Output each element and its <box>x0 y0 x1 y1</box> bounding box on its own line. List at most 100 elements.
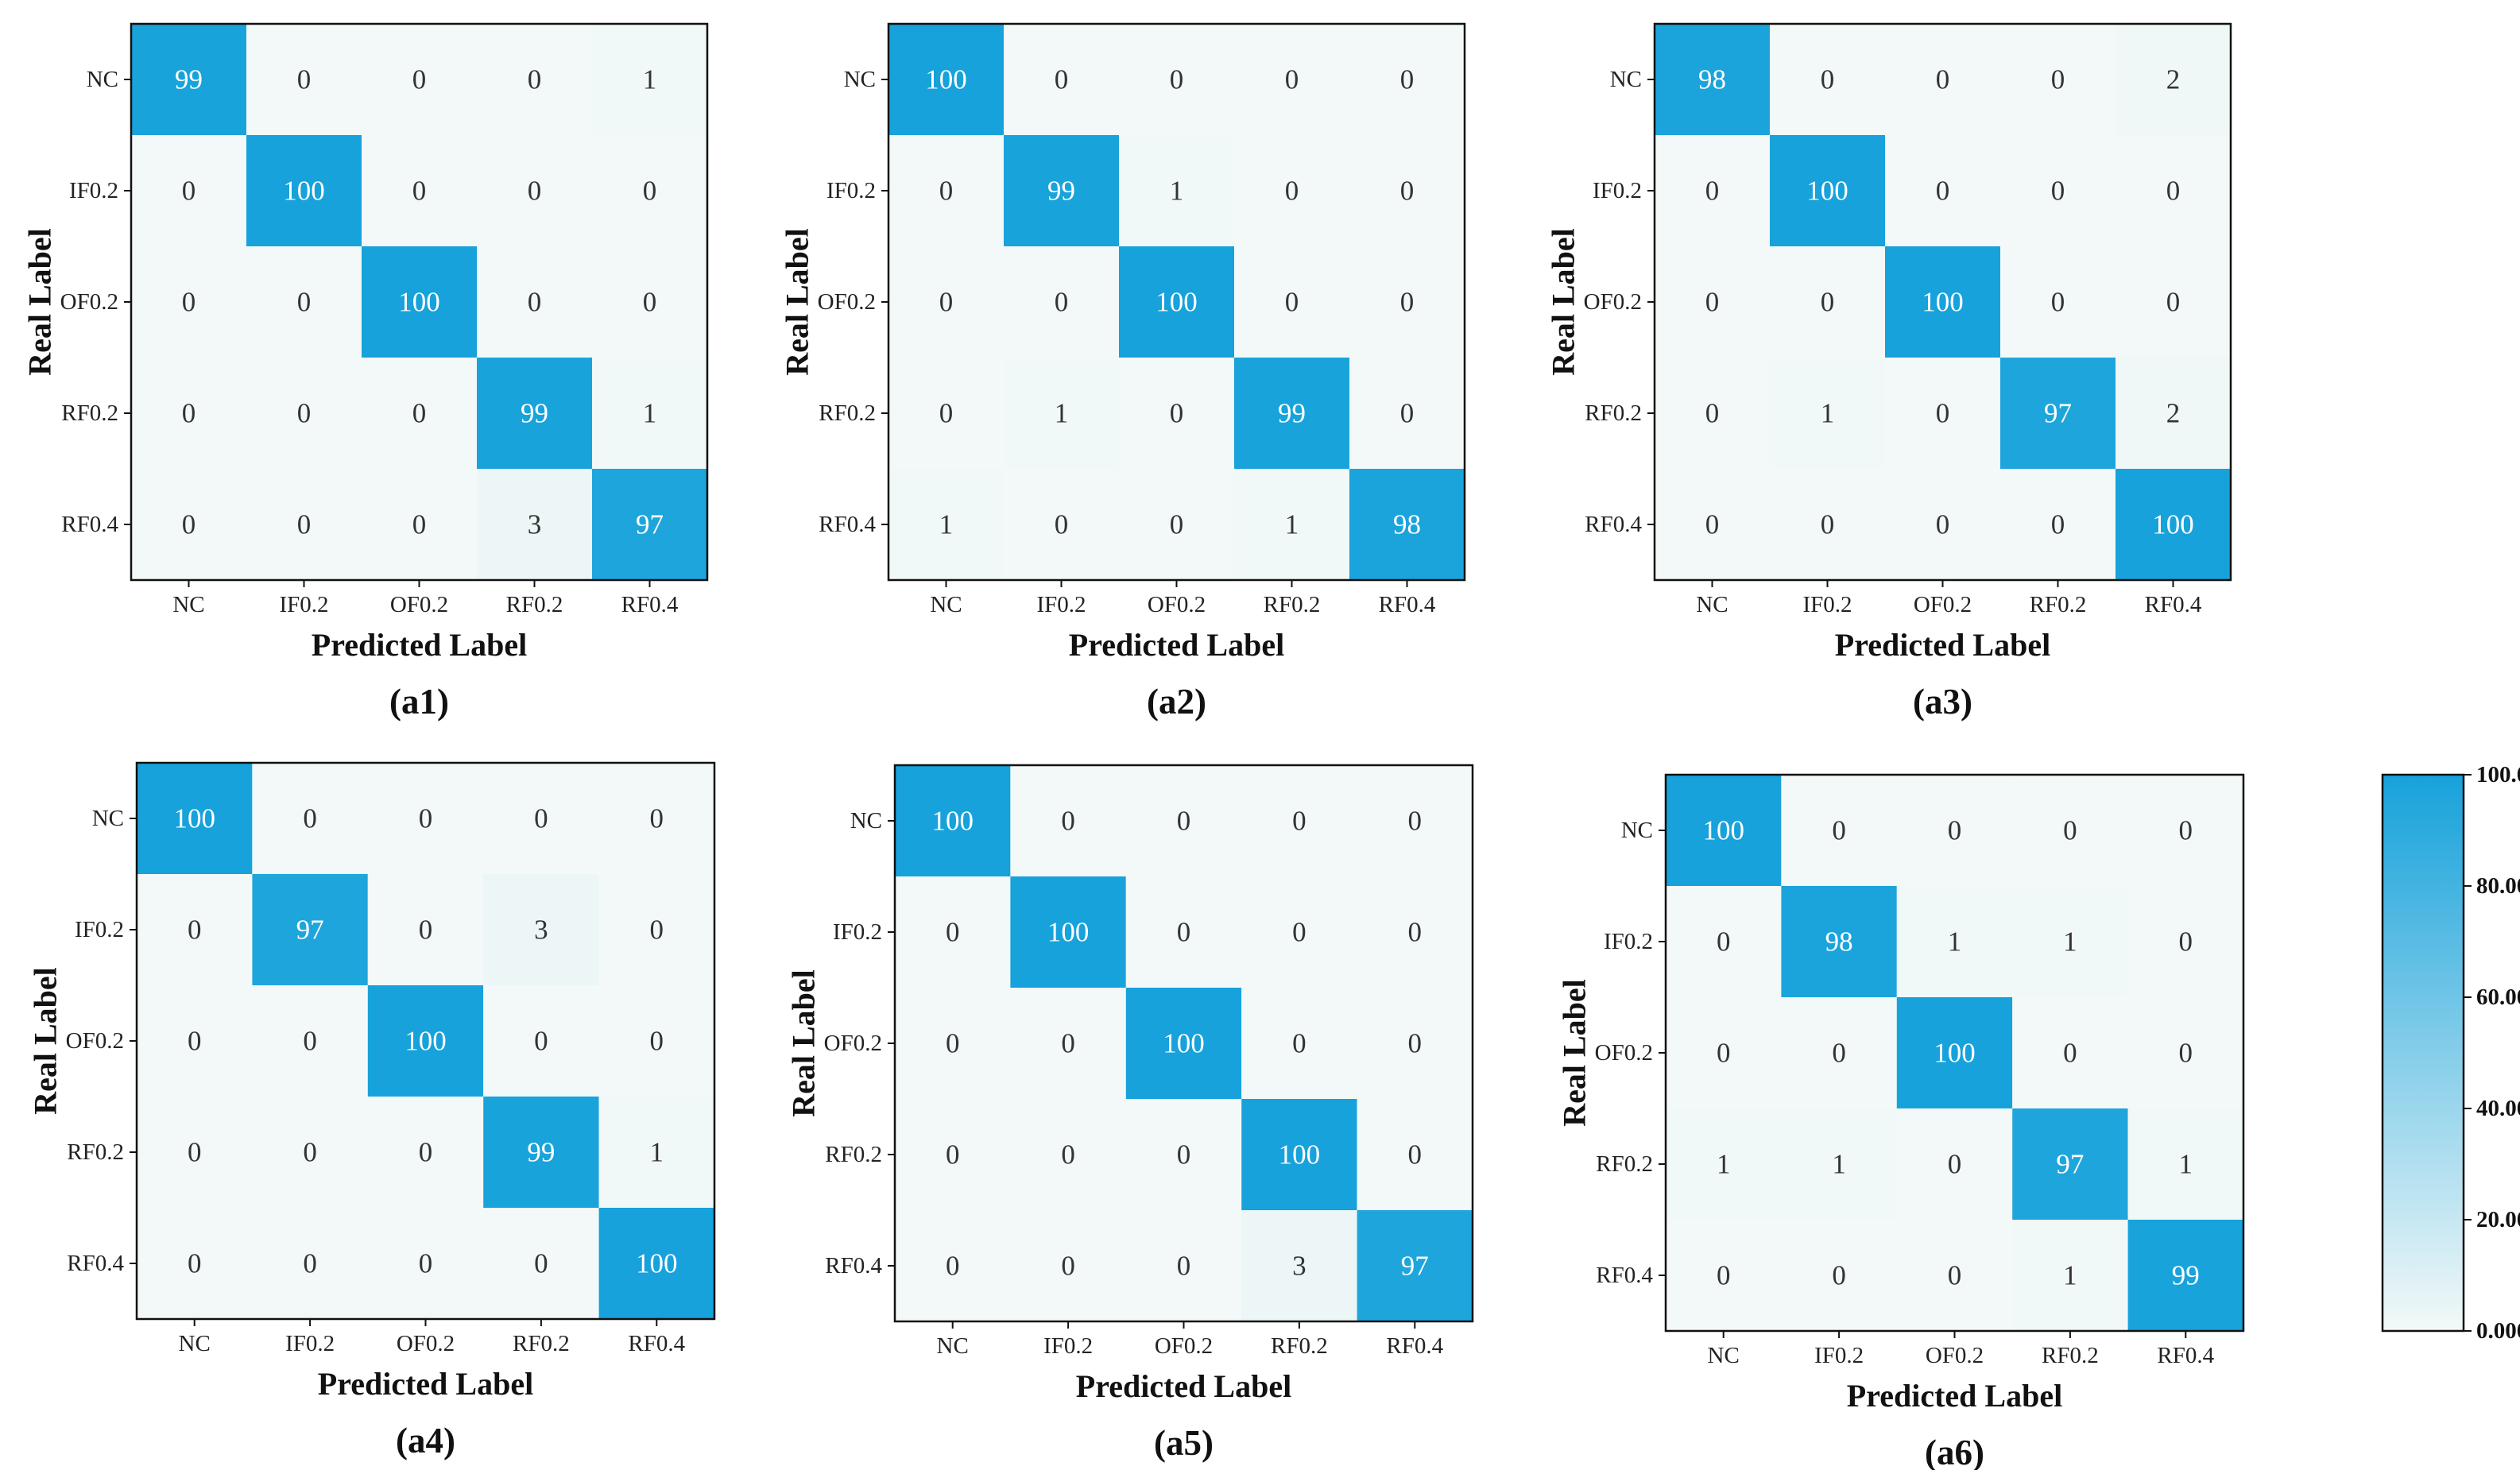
cell-value: 0 <box>946 917 960 948</box>
panel-a3: 98 0 0 0 2 0 100 0 0 0 0 0 100 0 0 0 1 0 97 2 0 0 0 0 100 NC IF0.2… <box>1546 22 2232 721</box>
colorbar-tick-label: 20.00 <box>2476 1207 2520 1232</box>
heatmap-cell <box>477 135 592 246</box>
cell-value: 0 <box>1408 1028 1423 1059</box>
heatmap-cell <box>1004 246 1119 358</box>
x-tick-label: IF0.2 <box>1036 592 1086 617</box>
cell-value: 1 <box>1285 509 1299 540</box>
heatmap-cell <box>592 469 707 580</box>
heatmap-cell <box>137 763 253 874</box>
colorbar-tick-label: 100.0 <box>2476 762 2520 787</box>
cell-value: 0 <box>2063 815 2077 846</box>
heatmap-cell <box>598 763 714 874</box>
heatmap-cell <box>137 985 253 1097</box>
cell-value: 0 <box>297 398 312 429</box>
cell-value: 0 <box>1061 1028 1075 1059</box>
heatmap-cell <box>1781 1220 1897 1331</box>
cell-value: 0 <box>412 509 427 540</box>
heatmap-cell <box>1655 246 1770 358</box>
cell-value: 0 <box>946 1139 960 1170</box>
cell-value: 0 <box>1170 398 1184 429</box>
y-tick-label: OF0.2 <box>1595 1040 1653 1066</box>
heatmap-cell <box>252 763 368 874</box>
y-tick-label: IF0.2 <box>826 178 876 203</box>
heatmap-cell <box>137 874 253 985</box>
cell-value: 97 <box>1401 1251 1429 1282</box>
heatmap-cell <box>1357 765 1473 876</box>
heatmap-cell <box>888 469 1004 580</box>
x-axis-label: Predicted Label <box>1847 1378 2062 1414</box>
cell-value: 0 <box>1705 398 1720 429</box>
y-tick-label: RF0.4 <box>1585 512 1642 537</box>
cell-value: 99 <box>1047 176 1075 207</box>
cell-value: 0 <box>188 915 202 946</box>
heatmap-cell <box>2012 775 2128 886</box>
cell-value: 1 <box>1717 1149 1731 1180</box>
cell-value: 0 <box>528 176 542 207</box>
cell-value: 0 <box>2166 287 2181 318</box>
cell-value: 0 <box>939 287 954 318</box>
cell-value: 0 <box>643 287 657 318</box>
cell-value: 0 <box>1821 287 1835 318</box>
heatmap-cell <box>888 135 1004 246</box>
heatmap-cell <box>1655 24 1770 135</box>
heatmap-cell <box>1241 876 1357 988</box>
y-tick-label: IF0.2 <box>833 919 882 945</box>
cell-value: 0 <box>1177 1251 1191 1282</box>
x-tick-label: OF0.2 <box>1926 1343 1984 1368</box>
cell-value: 0 <box>1821 509 1835 540</box>
heatmap-cell <box>1004 469 1119 580</box>
heatmap-cell <box>895 1099 1011 1210</box>
cell-value: 0 <box>419 915 433 946</box>
cell-value: 0 <box>1400 398 1415 429</box>
heatmap-cell <box>362 24 477 135</box>
heatmap-cell <box>2000 135 2115 246</box>
cell-value: 0 <box>182 287 196 318</box>
cell-value: 0 <box>1400 64 1415 95</box>
y-tick-label: RF0.4 <box>67 1251 124 1276</box>
cell-value: 0 <box>303 803 317 834</box>
heatmap-cell <box>367 985 484 1097</box>
x-tick-label: RF0.2 <box>2042 1343 2099 1368</box>
cell-value: 1 <box>1832 1149 1846 1180</box>
colorbar-tick-label: 40.00 <box>2476 1096 2520 1121</box>
cell-value: 0 <box>1832 1260 1846 1291</box>
heatmap-cell <box>246 135 362 246</box>
heatmap-cell <box>895 1210 1011 1321</box>
y-tick-label: NC <box>1610 67 1642 92</box>
x-tick-label: RF0.4 <box>621 592 679 617</box>
heatmap-cell <box>2000 246 2115 358</box>
heatmap-cell <box>1666 997 1782 1108</box>
heatmap-cell <box>2000 24 2115 135</box>
x-tick-label: RF0.2 <box>513 1331 570 1356</box>
heatmap-cell <box>246 469 362 580</box>
cell-value: 0 <box>1408 917 1423 948</box>
heatmap-cell <box>246 24 362 135</box>
heatmap-cell <box>895 876 1011 988</box>
x-tick-label: IF0.2 <box>279 592 328 617</box>
y-tick-label: RF0.2 <box>1596 1151 1653 1177</box>
heatmap-cell <box>1125 765 1242 876</box>
x-tick-label: OF0.2 <box>397 1331 455 1356</box>
cell-value: 0 <box>412 64 427 95</box>
heatmap-cell <box>483 985 599 1097</box>
cell-value: 0 <box>650 915 664 946</box>
panel-a6: 100 0 0 0 00 98 1 1 00 0 100 0 01 1 0 97 10 0 0 1 99NCIF0.2O… <box>1557 773 2245 1470</box>
cell-value: 0 <box>1821 64 1835 95</box>
heatmap-cell <box>2127 1220 2243 1331</box>
y-tick-label: NC <box>844 67 876 92</box>
cell-value: 0 <box>303 1248 317 1279</box>
subplot-label: (a4) <box>396 1421 455 1460</box>
x-axis-label: Predicted Label <box>318 1366 533 1402</box>
cell-value: 100 <box>398 287 440 318</box>
cell-value: 0 <box>1177 1139 1191 1170</box>
heatmap-cell <box>1666 1220 1782 1331</box>
cell-value: 0 <box>1061 1251 1075 1282</box>
x-axis-label: Predicted Label <box>312 627 527 663</box>
x-tick-label: RF0.4 <box>2157 1343 2214 1368</box>
cell-value: 0 <box>1170 64 1184 95</box>
y-tick-label: NC <box>1621 818 1653 843</box>
x-tick-label: IF0.2 <box>285 1331 335 1356</box>
heatmap-cell <box>367 1208 484 1319</box>
cell-value: 0 <box>2051 509 2065 540</box>
